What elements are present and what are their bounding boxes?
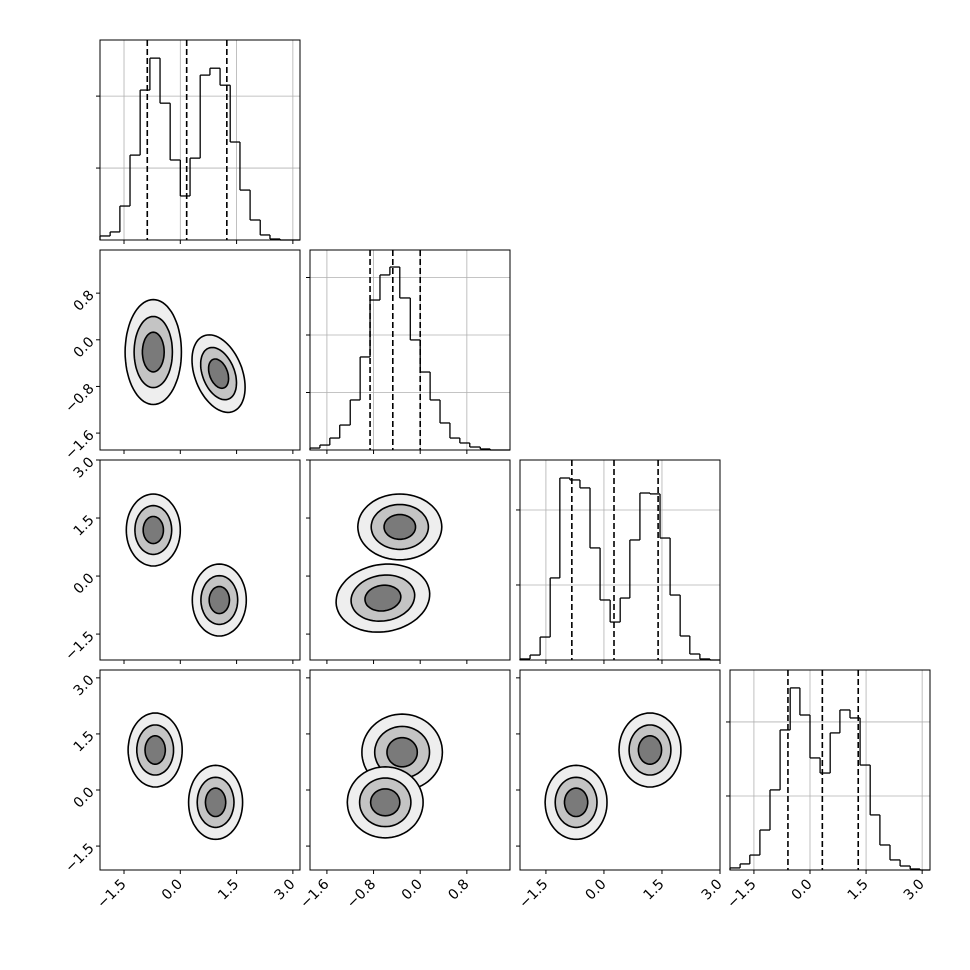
x-tick-label: 1.5	[215, 876, 242, 903]
density-contour	[141, 331, 166, 373]
y-tick-label: 0.0	[71, 784, 98, 811]
density-contour	[386, 736, 419, 768]
x-tick-label: 3.0	[271, 876, 298, 903]
x-tick-label: −1.5	[724, 876, 759, 911]
density-contour	[144, 735, 167, 765]
density-contour	[383, 513, 417, 541]
density-contour	[204, 787, 227, 818]
x-tick-label: 0.0	[159, 876, 186, 903]
panel-frame	[519, 669, 721, 871]
x-tick-label: 0.0	[399, 876, 426, 903]
panel-frame	[99, 39, 301, 241]
density-contour	[142, 515, 165, 545]
y-tick-label: −1.6	[62, 427, 97, 462]
x-tick-label: 1.5	[641, 876, 668, 903]
x-tick-label: 1.5	[845, 876, 872, 903]
density-contour	[637, 735, 663, 765]
x-tick-label: 3.0	[699, 876, 726, 903]
y-tick-label: 1.5	[71, 728, 98, 755]
y-tick-label: −1.5	[62, 628, 97, 663]
density-contour	[208, 585, 231, 615]
panel-frame	[309, 249, 511, 451]
panel-frame	[99, 249, 301, 451]
density-contour	[207, 358, 230, 390]
density-contour	[369, 788, 401, 817]
x-tick-label: 0.8	[445, 876, 472, 903]
panel-frame	[309, 459, 511, 661]
y-tick-label: 0.0	[71, 570, 98, 597]
x-tick-label: 0.0	[789, 876, 816, 903]
density-contour	[364, 584, 402, 612]
x-tick-label: 0.0	[583, 876, 610, 903]
y-tick-label: 0.8	[71, 287, 98, 314]
panel-frame	[99, 669, 301, 871]
density-contour	[563, 787, 589, 818]
y-tick-label: 0.0	[71, 334, 98, 361]
y-tick-label: −0.8	[62, 381, 97, 416]
x-tick-label: −1.5	[516, 876, 551, 911]
x-tick-label: −0.8	[344, 876, 379, 911]
x-tick-label: 3.0	[901, 876, 928, 903]
panel-frame	[309, 669, 511, 871]
y-tick-label: 3.0	[71, 672, 98, 699]
x-tick-label: −1.5	[94, 876, 129, 911]
panel-frame	[729, 669, 931, 871]
y-tick-label: −1.5	[62, 840, 97, 875]
panel-frame	[519, 459, 721, 661]
y-tick-label: 1.5	[71, 512, 98, 539]
x-tick-label: −1.6	[297, 876, 332, 911]
panel-frame	[99, 459, 301, 661]
